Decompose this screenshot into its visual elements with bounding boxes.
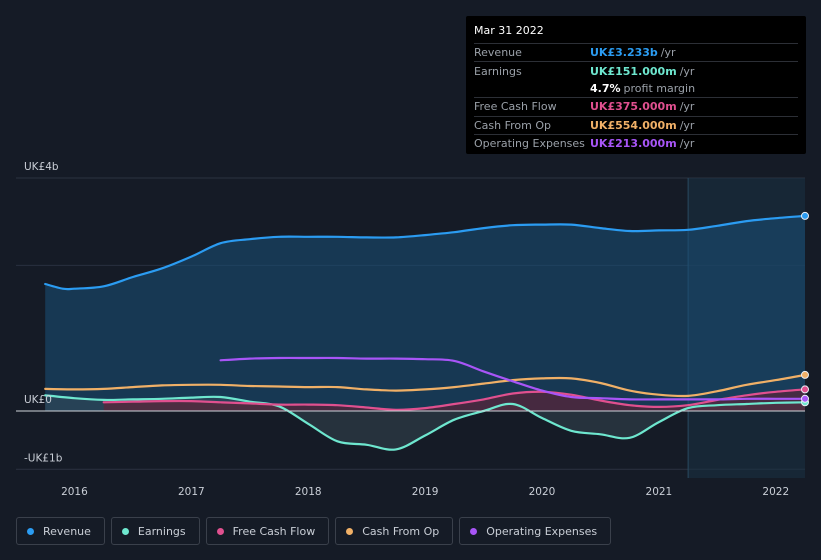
legend-label: Earnings xyxy=(137,524,186,538)
legend-dot-icon xyxy=(121,527,129,535)
tooltip-row: Revenue UK£3.233b/yr xyxy=(474,43,798,61)
tooltip-panel: Mar 31 2022 Revenue UK£3.233b/yr Earnings U… xyxy=(466,16,806,154)
legend-label: Cash From Op xyxy=(362,524,440,538)
x-tick-label: 2016 xyxy=(61,486,88,498)
legend-item-cash-from-op[interactable]: Cash From Op xyxy=(335,517,454,545)
legend-item-revenue[interactable]: Revenue xyxy=(16,517,105,545)
y-tick-label: UK£0 xyxy=(24,394,52,406)
cash-from-op-line xyxy=(44,373,807,398)
x-tick-label: 2019 xyxy=(412,486,439,498)
operating-expenses-endpoint xyxy=(801,394,809,403)
tooltip-row-label: Cash From Op xyxy=(474,118,552,132)
tooltip-row-unit: profit margin xyxy=(623,81,696,95)
tooltip-row-label: Operating Expenses xyxy=(474,137,585,151)
series-endpoints xyxy=(801,211,809,407)
legend-item-free-cash-flow[interactable]: Free Cash Flow xyxy=(205,517,330,545)
tooltip-row: 4.7% profit margin xyxy=(474,80,798,97)
revenue-area xyxy=(45,215,805,411)
tooltip-date: Mar 31 2022 xyxy=(474,24,544,37)
tooltip-row-label: Free Cash Flow xyxy=(474,100,557,114)
revenue-line xyxy=(44,214,807,291)
revenue-endpoint xyxy=(801,211,809,220)
tooltip-row-unit: /yr xyxy=(660,46,676,60)
series-lines xyxy=(16,214,807,451)
tooltip-row-unit: /yr xyxy=(679,64,695,78)
tooltip-row-value: UK£375.000m xyxy=(590,100,677,114)
x-tick-label: 2021 xyxy=(646,486,673,498)
y-axis: UK£4b UK£0 -UK£1b xyxy=(24,161,63,464)
legend-item-operating-expenses[interactable]: Operating Expenses xyxy=(459,517,612,545)
tooltip-row-unit: /yr xyxy=(679,100,695,114)
x-tick-label: 2020 xyxy=(529,486,556,498)
tooltip-row: Free Cash Flow UK£375.000m/yr xyxy=(474,97,798,115)
tooltip-row-value: UK£3.233b xyxy=(590,46,658,60)
legend-dot-icon xyxy=(27,527,34,535)
tooltip-row-unit: /yr xyxy=(679,118,695,132)
legend-dot-icon xyxy=(470,527,478,535)
tooltip-row-value: UK£554.000m xyxy=(590,118,677,132)
legend-label: Free Cash Flow xyxy=(232,524,316,538)
free-cash-flow-endpoint xyxy=(801,385,809,394)
x-tick-label: 2017 xyxy=(178,486,205,498)
tooltip-row-value: UK£213.000m xyxy=(590,137,677,151)
x-tick-label: 2022 xyxy=(762,486,789,498)
chart-legend: Revenue Earnings Free Cash Flow Cash From O… xyxy=(16,517,617,547)
tooltip-row-unit: /yr xyxy=(679,137,695,151)
tooltip-row: Earnings UK£151.000m/yr xyxy=(474,61,798,79)
y-tick-label: -UK£1b xyxy=(24,452,63,464)
legend-item-earnings[interactable]: Earnings xyxy=(110,517,200,545)
tooltip-rows: Revenue UK£3.233b/yr Earnings UK£151.000m/y… xyxy=(474,43,798,152)
x-tick-label: 2018 xyxy=(295,486,322,498)
legend-dot-icon xyxy=(346,527,354,535)
legend-dot-icon xyxy=(216,527,224,535)
tooltip-row-label: Revenue xyxy=(474,46,522,60)
tooltip-row-value: UK£151.000m xyxy=(590,64,677,78)
tooltip-row: Operating Expenses UK£213.000m/yr xyxy=(474,133,798,152)
cash-from-op-endpoint xyxy=(801,370,809,379)
tooltip-row: Cash From Op UK£554.000m/yr xyxy=(474,115,798,134)
free-cash-flow-line xyxy=(102,388,807,411)
legend-label: Revenue xyxy=(43,524,91,538)
x-axis: 2016 2017 2018 2019 2020 2021 2022 xyxy=(61,486,789,498)
line-chart: UK£4b UK£0 -UK£1b 2016 2017 2018 2019 2020 2021… xyxy=(16,161,809,498)
tooltip-row-label: Earnings xyxy=(474,64,522,78)
tooltip-row-value: 4.7% xyxy=(590,81,621,95)
y-tick-label: UK£4b xyxy=(24,161,59,173)
operating-expenses-line xyxy=(219,356,807,401)
legend-label: Operating Expenses xyxy=(486,524,598,538)
